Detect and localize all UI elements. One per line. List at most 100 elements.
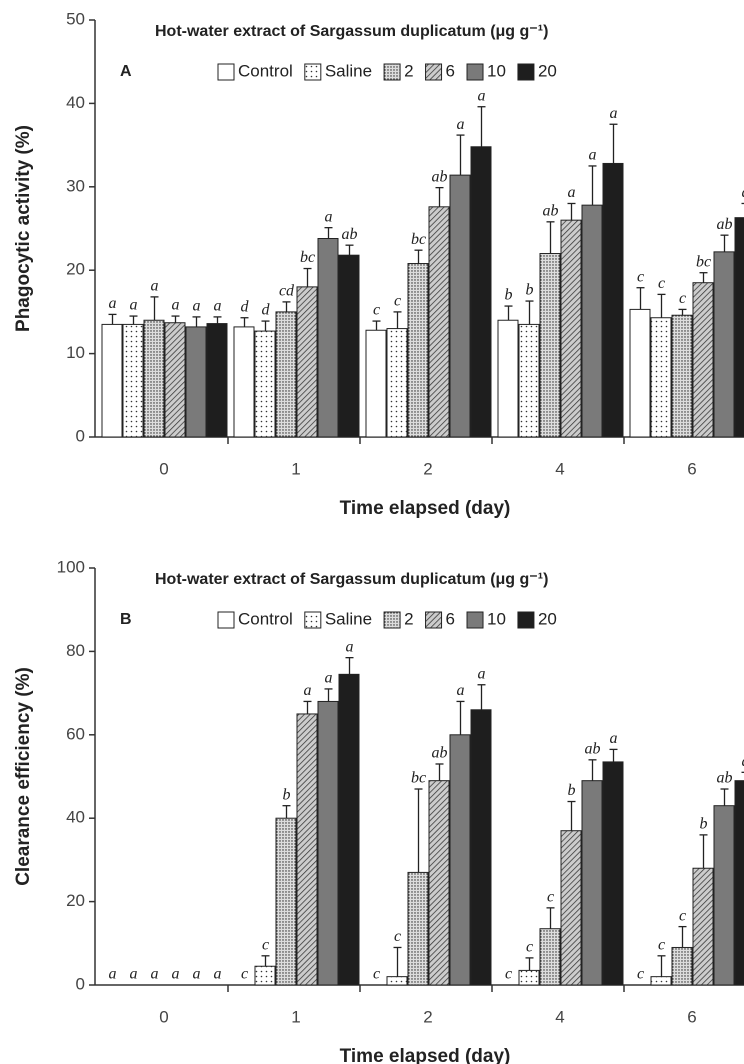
significance-letter: a [172,297,180,314]
bar [560,830,582,986]
significance-letter: c [637,268,644,285]
significance-letter: c [658,275,665,292]
legend-label: 20 [538,61,557,80]
significance-letter: c [547,889,554,906]
significance-letter: a [172,966,180,983]
bar [338,673,360,986]
x-tick-label: 0 [159,1007,168,1026]
significance-letter: ab [717,216,733,233]
legend-swatch [304,63,322,81]
legend-label: 6 [446,61,455,80]
x-tick-label: 2 [423,1007,432,1026]
panel-label: A [120,63,132,80]
significance-letter: ab [543,202,559,219]
y-tick-label: 0 [76,426,85,445]
bar [122,323,144,438]
significance-letter: a [742,184,744,201]
significance-letter: a [325,670,333,687]
bar [602,761,624,986]
bar [713,805,735,986]
significance-letter: a [193,298,201,315]
significance-letter: c [526,939,533,956]
bar [449,174,471,438]
significance-letter: d [262,302,271,319]
bar [692,867,714,986]
significance-letter: bc [696,253,711,270]
legend-label: 10 [487,609,506,628]
significance-letter: bc [411,231,426,248]
bar [317,700,339,986]
bar [338,254,360,438]
bar [185,326,207,438]
legend-swatch [466,63,484,81]
legend-label: Saline [325,61,372,80]
bar [386,976,408,986]
significance-letter: ab [342,226,358,243]
significance-letter: ab [585,740,601,757]
significance-letter: a [130,297,138,314]
significance-letter: a [589,147,597,164]
significance-letter: a [610,105,618,122]
significance-letter: c [394,293,401,310]
y-tick-label: 40 [66,808,85,827]
significance-letter: b [526,282,534,299]
significance-letter: bc [300,249,315,266]
legend-swatch [304,611,322,629]
significance-letter: c [637,966,644,983]
significance-letter: a [151,966,159,983]
significance-letter: a [193,966,201,983]
bar [407,263,429,438]
legend-swatch [217,611,235,629]
bar [143,319,165,438]
bar [650,976,672,986]
significance-letter: a [568,184,576,201]
y-tick-label: 40 [66,93,85,112]
bar [428,206,450,438]
legend-swatch [517,63,535,81]
legend-label: 10 [487,61,506,80]
bar [713,251,735,438]
bar [317,238,339,438]
bar [254,965,276,986]
legend-label: Saline [325,609,372,628]
x-tick-label: 6 [687,459,696,478]
bar [539,253,561,438]
y-tick-label: 80 [66,641,85,660]
panel-label: B [120,611,132,628]
significance-letter: b [700,816,708,833]
legend-swatch [383,63,401,81]
significance-letter: c [658,936,665,953]
significance-letter: a [130,966,138,983]
y-tick-label: 30 [66,176,85,195]
bar [671,314,693,438]
y-tick-label: 50 [66,9,85,28]
y-tick-label: 20 [66,260,85,279]
bar [518,323,540,438]
bar [518,969,540,986]
significance-letter: c [679,290,686,307]
bar [470,709,492,986]
bar [734,780,744,986]
legend-label: Control [238,609,293,628]
significance-letter: a [304,682,312,699]
legend-label: Control [238,61,293,80]
y-tick-label: 10 [66,343,85,362]
significance-letter: a [109,295,117,312]
legend-title: Hot-water extract of Sargassum duplicatu… [155,571,548,588]
bar [449,734,471,986]
significance-letter: a [151,278,159,295]
x-tick-label: 1 [291,1007,300,1026]
bar [581,204,603,438]
x-tick-label: 6 [687,1007,696,1026]
significance-letter: a [457,116,465,133]
significance-letter: ab [432,168,448,185]
x-axis-title: Time elapsed (day) [340,498,511,519]
y-tick-label: 100 [57,557,85,576]
bar [428,780,450,986]
y-tick-label: 20 [66,891,85,910]
x-tick-label: 1 [291,459,300,478]
bar [671,946,693,986]
significance-letter: a [109,966,117,983]
significance-letter: c [373,302,380,319]
